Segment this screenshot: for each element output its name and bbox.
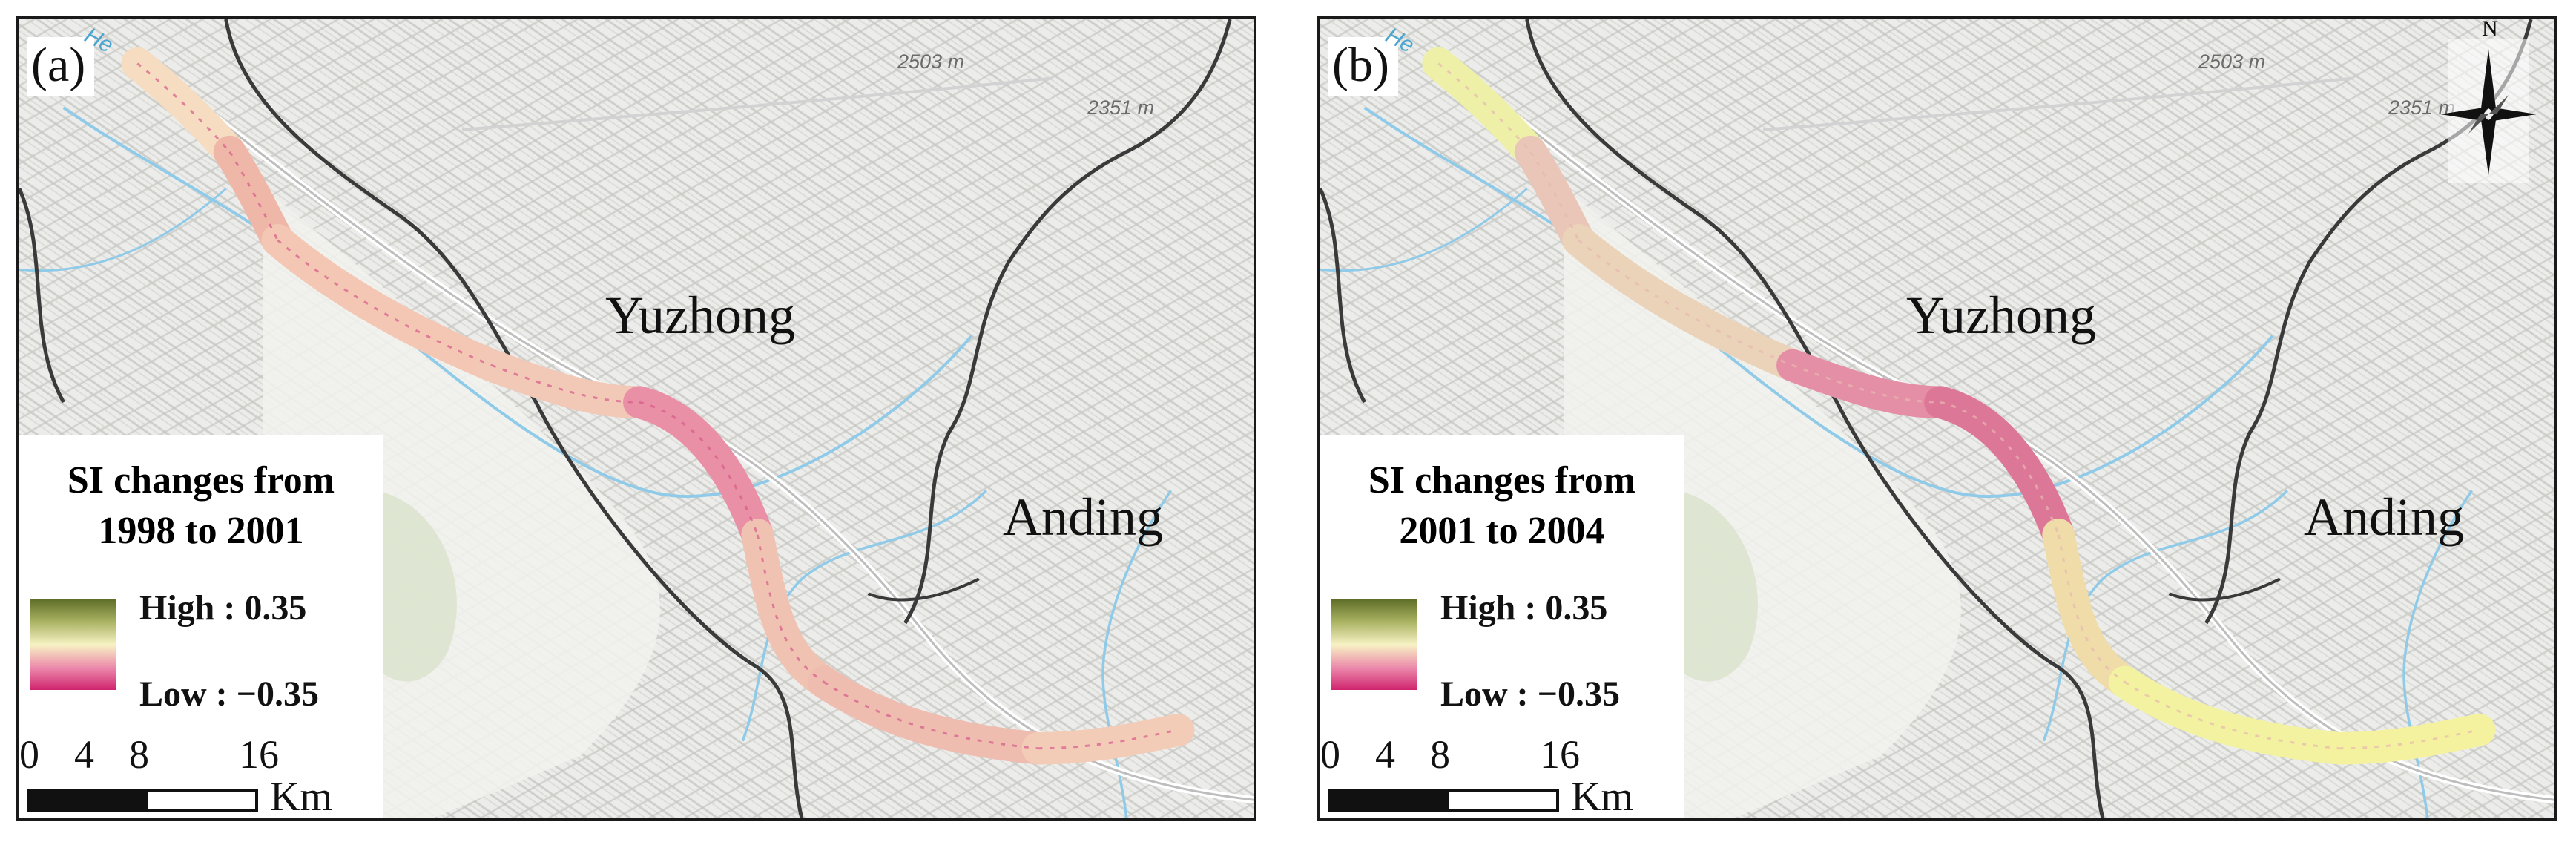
route-texture [136,62,1179,750]
scale-tick: 16 [1540,732,1580,777]
north-arrow: N [2433,19,2544,183]
scale-tick: 8 [1430,732,1450,777]
legend-high-label: High : 0.35 [139,588,307,628]
scale-tick: 0 [19,732,39,777]
elevation-label: 2503 m [897,50,965,73]
river [62,106,973,499]
elevation-label: 2351 m [1087,96,1155,119]
panel-label: (b) [1328,37,1398,96]
map-canvas [19,19,1254,818]
route-corridor [1422,47,2496,765]
map-panel-a: (a) He 2503 m 2351 m Yuzhong Anding SI c… [16,16,1256,821]
legend-low-label: Low : −0.35 [139,674,320,714]
admin-boundary [19,188,65,404]
route-segment [623,386,774,551]
scale-tick: 0 [1320,732,1340,777]
scale-tick: 16 [239,732,279,777]
scale-tick: 8 [129,732,149,777]
scale-bar [27,789,258,812]
north-label: N [2482,16,2498,41]
elevation-label: 2503 m [2198,50,2266,73]
map-canvas [1320,19,2554,818]
scale-unit: Km [270,774,332,820]
legend-low-label: Low : −0.35 [1440,674,1621,714]
scale-tick: 4 [1375,732,1395,777]
route-segment [1924,386,2075,551]
color-ramp [30,599,116,690]
route-segment [807,665,1055,765]
panel-label: (a) [27,37,95,96]
admin-boundary [1320,188,1366,404]
legend: SI changes from 2001 to 2004 High : 0.35… [1320,435,1684,820]
place-label-anding: Anding [2304,487,2464,547]
route-segment [1021,714,1195,765]
map-panel-b: (b) He 2503 m 2351 m Yuzhong Anding N SI… [1317,16,2557,821]
scale-bar [1328,789,1559,812]
route-corridor [121,47,1195,765]
scale-unit: Km [1571,774,1633,820]
place-label-anding: Anding [1003,487,1163,547]
scale-tick: 4 [74,732,94,777]
route-texture [1437,62,2480,750]
color-ramp [1331,599,1417,690]
place-label-yuzhong: Yuzhong [1906,286,2096,345]
route-segment [2322,714,2496,765]
legend-title: SI changes from 1998 to 2001 [67,459,335,552]
legend: SI changes from 1998 to 2001 High : 0.35… [19,435,383,820]
north-arrow-icon [2440,39,2537,183]
river [1363,106,2274,499]
legend-high-label: High : 0.35 [1440,588,1608,628]
legend-title: SI changes from 2001 to 2004 [1368,459,1636,552]
route-segment [2108,665,2356,765]
place-label-yuzhong: Yuzhong [605,286,795,345]
elevation-label: 2351 m [2388,96,2456,119]
